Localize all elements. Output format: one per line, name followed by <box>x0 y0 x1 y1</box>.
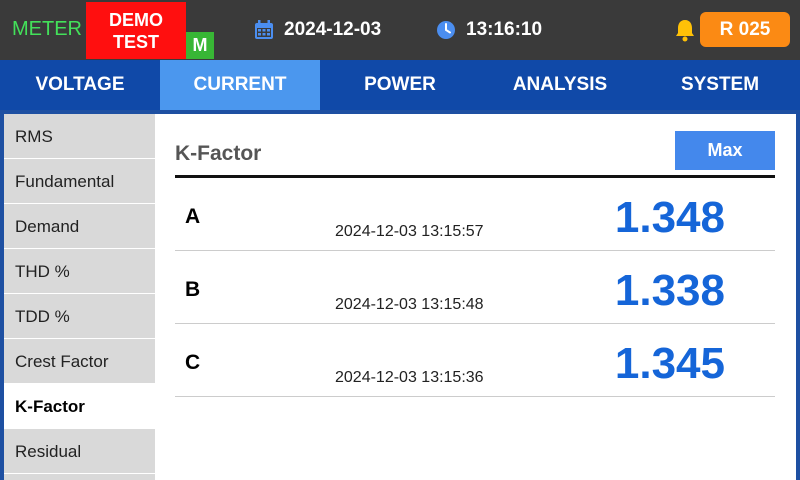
sidebar-item-demand[interactable]: Demand <box>4 204 155 249</box>
phase-label: B <box>185 278 201 301</box>
phase-row-a: A 2024-12-03 13:15:57 1.348 <box>175 178 775 251</box>
tab-current[interactable]: CURRENT <box>160 60 320 110</box>
date-text: 2024-12-03 <box>284 19 382 40</box>
bell-icon[interactable] <box>674 18 696 42</box>
meter-label: METER <box>12 18 82 40</box>
phase-row-b: B 2024-12-03 13:15:48 1.338 <box>175 251 775 324</box>
calendar-icon <box>255 20 273 39</box>
phase-timestamp: 2024-12-03 13:15:48 <box>335 296 484 313</box>
title-divider <box>175 175 775 178</box>
demo-badge-line2: TEST <box>112 32 159 52</box>
sidebar-item-thd[interactable]: THD % <box>4 249 155 294</box>
sidebar-item-residual[interactable]: Residual <box>4 429 155 474</box>
relay-badge[interactable]: R 025 <box>700 12 790 47</box>
sidebar-item-fundamental[interactable]: Fundamental <box>4 159 155 204</box>
tab-voltage[interactable]: VOLTAGE <box>35 74 125 95</box>
time-display: 13:16:10 <box>436 18 542 42</box>
sidebar-item-crest-factor[interactable]: Crest Factor <box>4 339 155 384</box>
phase-timestamp: 2024-12-03 13:15:36 <box>335 369 484 386</box>
k-factor-panel: K-Factor Max A 2024-12-03 13:15:57 1.348… <box>155 114 796 480</box>
demo-badge-line1: DEMO <box>109 10 163 30</box>
sidebar-menu: RMS Fundamental Demand THD % TDD % Crest… <box>4 114 155 480</box>
tab-power[interactable]: POWER <box>364 74 436 95</box>
sidebar-item-rms[interactable]: RMS <box>4 114 155 159</box>
phase-value: 1.338 <box>614 266 725 315</box>
main-tabs: VOLTAGE CURRENT POWER ANALYSIS SYSTEM <box>0 60 800 110</box>
sidebar-item-tdd[interactable]: TDD % <box>4 294 155 339</box>
phase-label: A <box>185 205 201 228</box>
phase-value: 1.348 <box>614 193 725 242</box>
phase-row-c: C 2024-12-03 13:15:36 1.345 <box>175 324 775 397</box>
max-button[interactable]: Max <box>675 131 775 170</box>
page-title: K-Factor <box>175 142 262 165</box>
mode-badge: M <box>186 32 214 59</box>
time-text: 13:16:10 <box>466 19 543 40</box>
phase-label: C <box>185 351 201 374</box>
clock-icon <box>437 21 455 39</box>
demo-test-badge: DEMO TEST <box>86 2 186 59</box>
phase-timestamp: 2024-12-03 13:15:57 <box>335 223 484 240</box>
tab-analysis[interactable]: ANALYSIS <box>512 74 608 95</box>
status-bar: METER DEMO TEST M 2024-12-03 13:16:10 R … <box>0 0 800 60</box>
phase-value: 1.345 <box>614 339 725 388</box>
sidebar-item-k-factor[interactable]: K-Factor <box>4 384 155 429</box>
tab-system[interactable]: SYSTEM <box>680 74 760 95</box>
date-display: 2024-12-03 <box>254 18 381 42</box>
